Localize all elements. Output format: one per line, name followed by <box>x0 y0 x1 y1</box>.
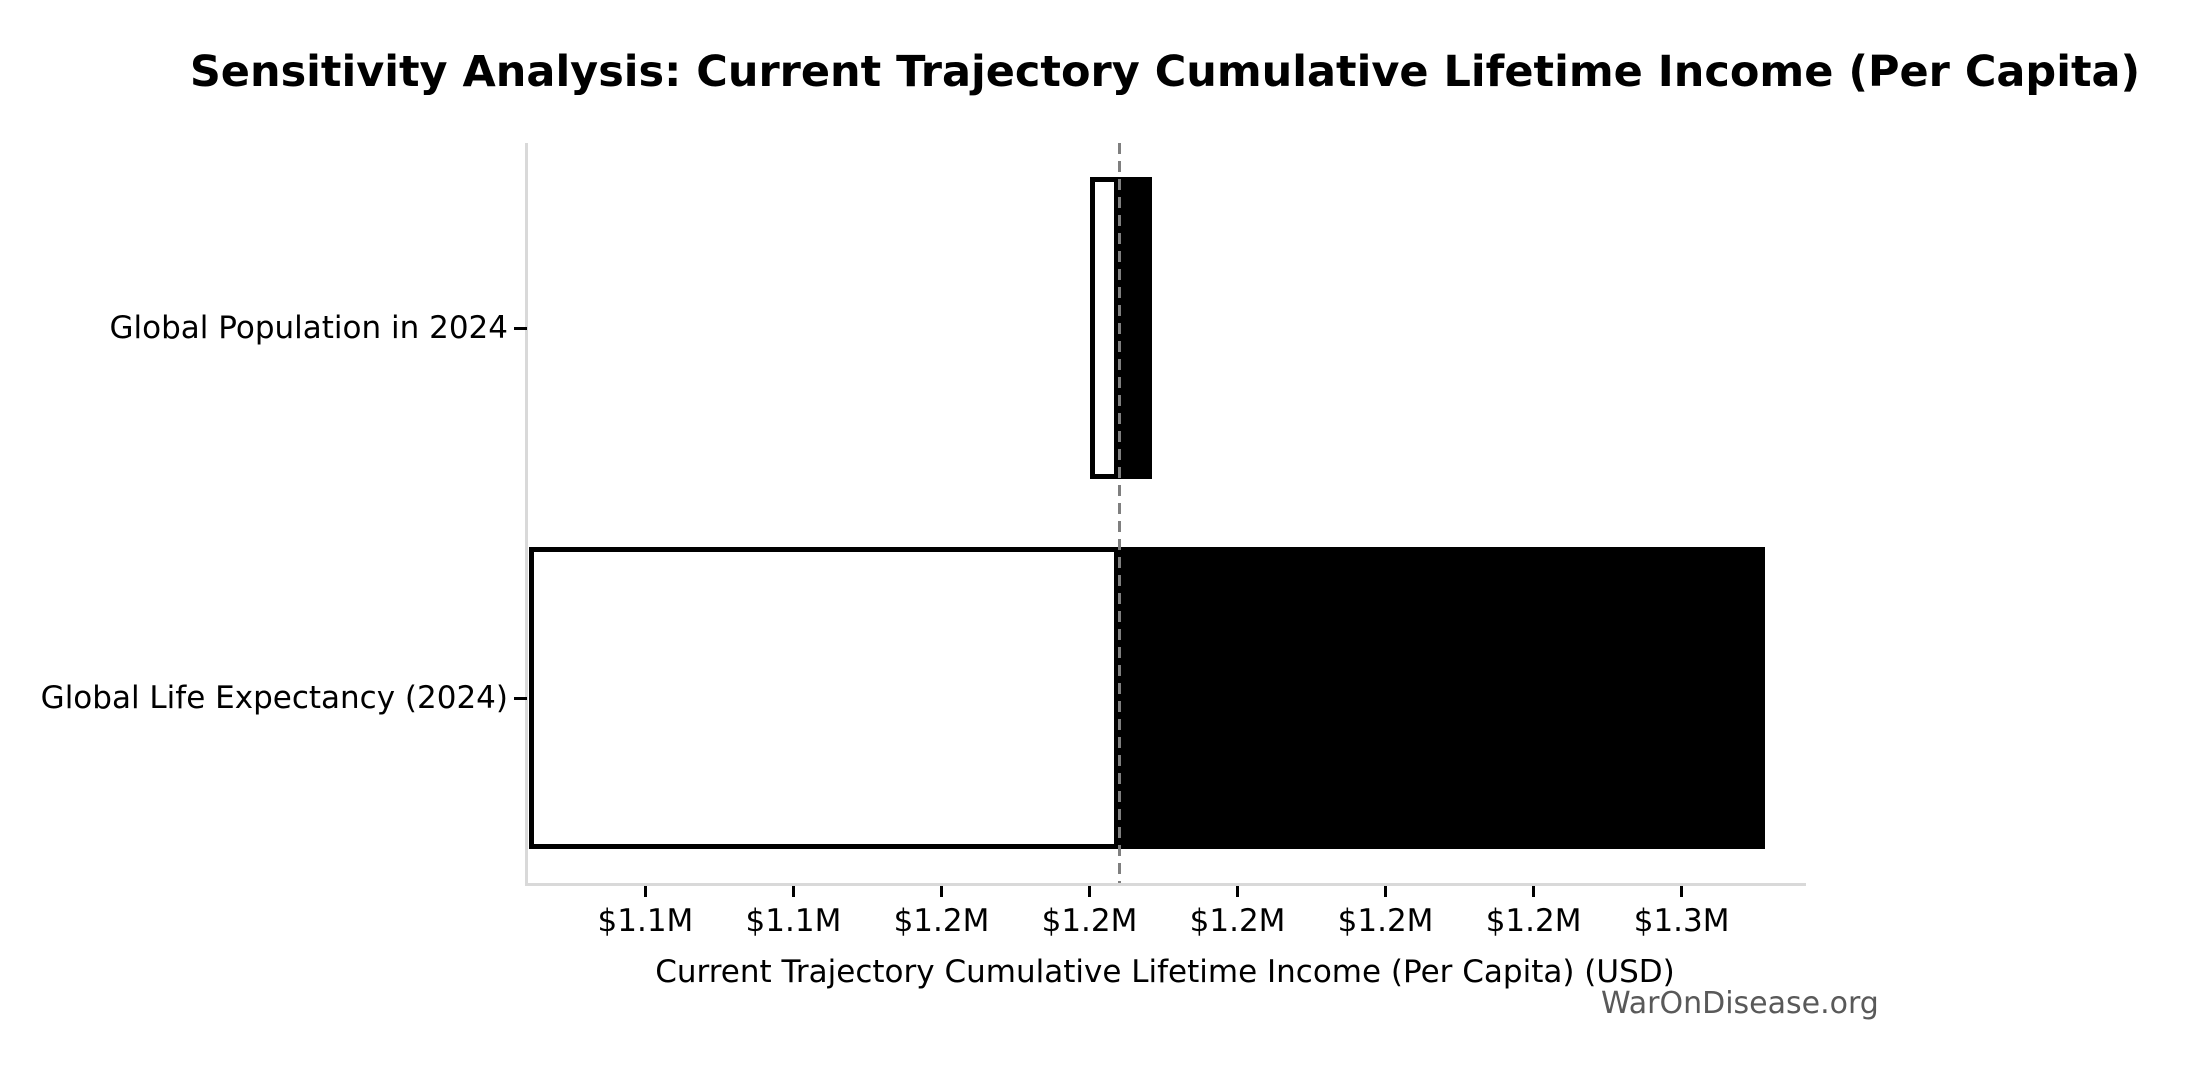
watermark: WarOnDisease.org <box>1601 986 1879 1021</box>
x-tick-label: $1.3M <box>1633 903 1730 939</box>
baseline-dashed-line <box>1117 143 1121 883</box>
bar-low-segment <box>528 547 1120 849</box>
y-tick-mark <box>514 696 527 700</box>
x-tick-label: $1.2M <box>1485 903 1582 939</box>
x-tick-label: $1.2M <box>893 903 990 939</box>
x-tick-mark <box>1532 886 1536 897</box>
x-tick-mark <box>1088 886 1091 897</box>
x-tick-mark <box>1680 886 1684 897</box>
x-tick-label: $1.2M <box>1041 903 1138 939</box>
y-tick-mark <box>514 326 527 330</box>
x-tick-mark <box>1384 886 1388 897</box>
x-tick-label: $1.2M <box>1189 903 1286 939</box>
x-axis-spine <box>525 883 1806 886</box>
chart-title: Sensitivity Analysis: Current Trajectory… <box>189 47 2141 97</box>
bar-high-segment <box>1119 547 1765 849</box>
x-tick-mark <box>791 886 795 897</box>
bar-high-segment <box>1119 177 1152 479</box>
y-axis-spine <box>525 143 528 883</box>
x-tick-mark <box>643 886 647 897</box>
y-tick-label: Global Life Expectancy (2024) <box>40 680 508 716</box>
x-tick-mark <box>939 886 943 897</box>
x-tick-label: $1.1M <box>745 903 842 939</box>
x-axis-label: Current Trajectory Cumulative Lifetime I… <box>655 954 1675 990</box>
x-tick-mark <box>1236 886 1240 897</box>
bar-low-segment <box>1089 177 1120 479</box>
x-tick-label: $1.1M <box>597 903 694 939</box>
y-tick-label: Global Population in 2024 <box>109 310 508 346</box>
x-tick-label: $1.2M <box>1337 903 1434 939</box>
